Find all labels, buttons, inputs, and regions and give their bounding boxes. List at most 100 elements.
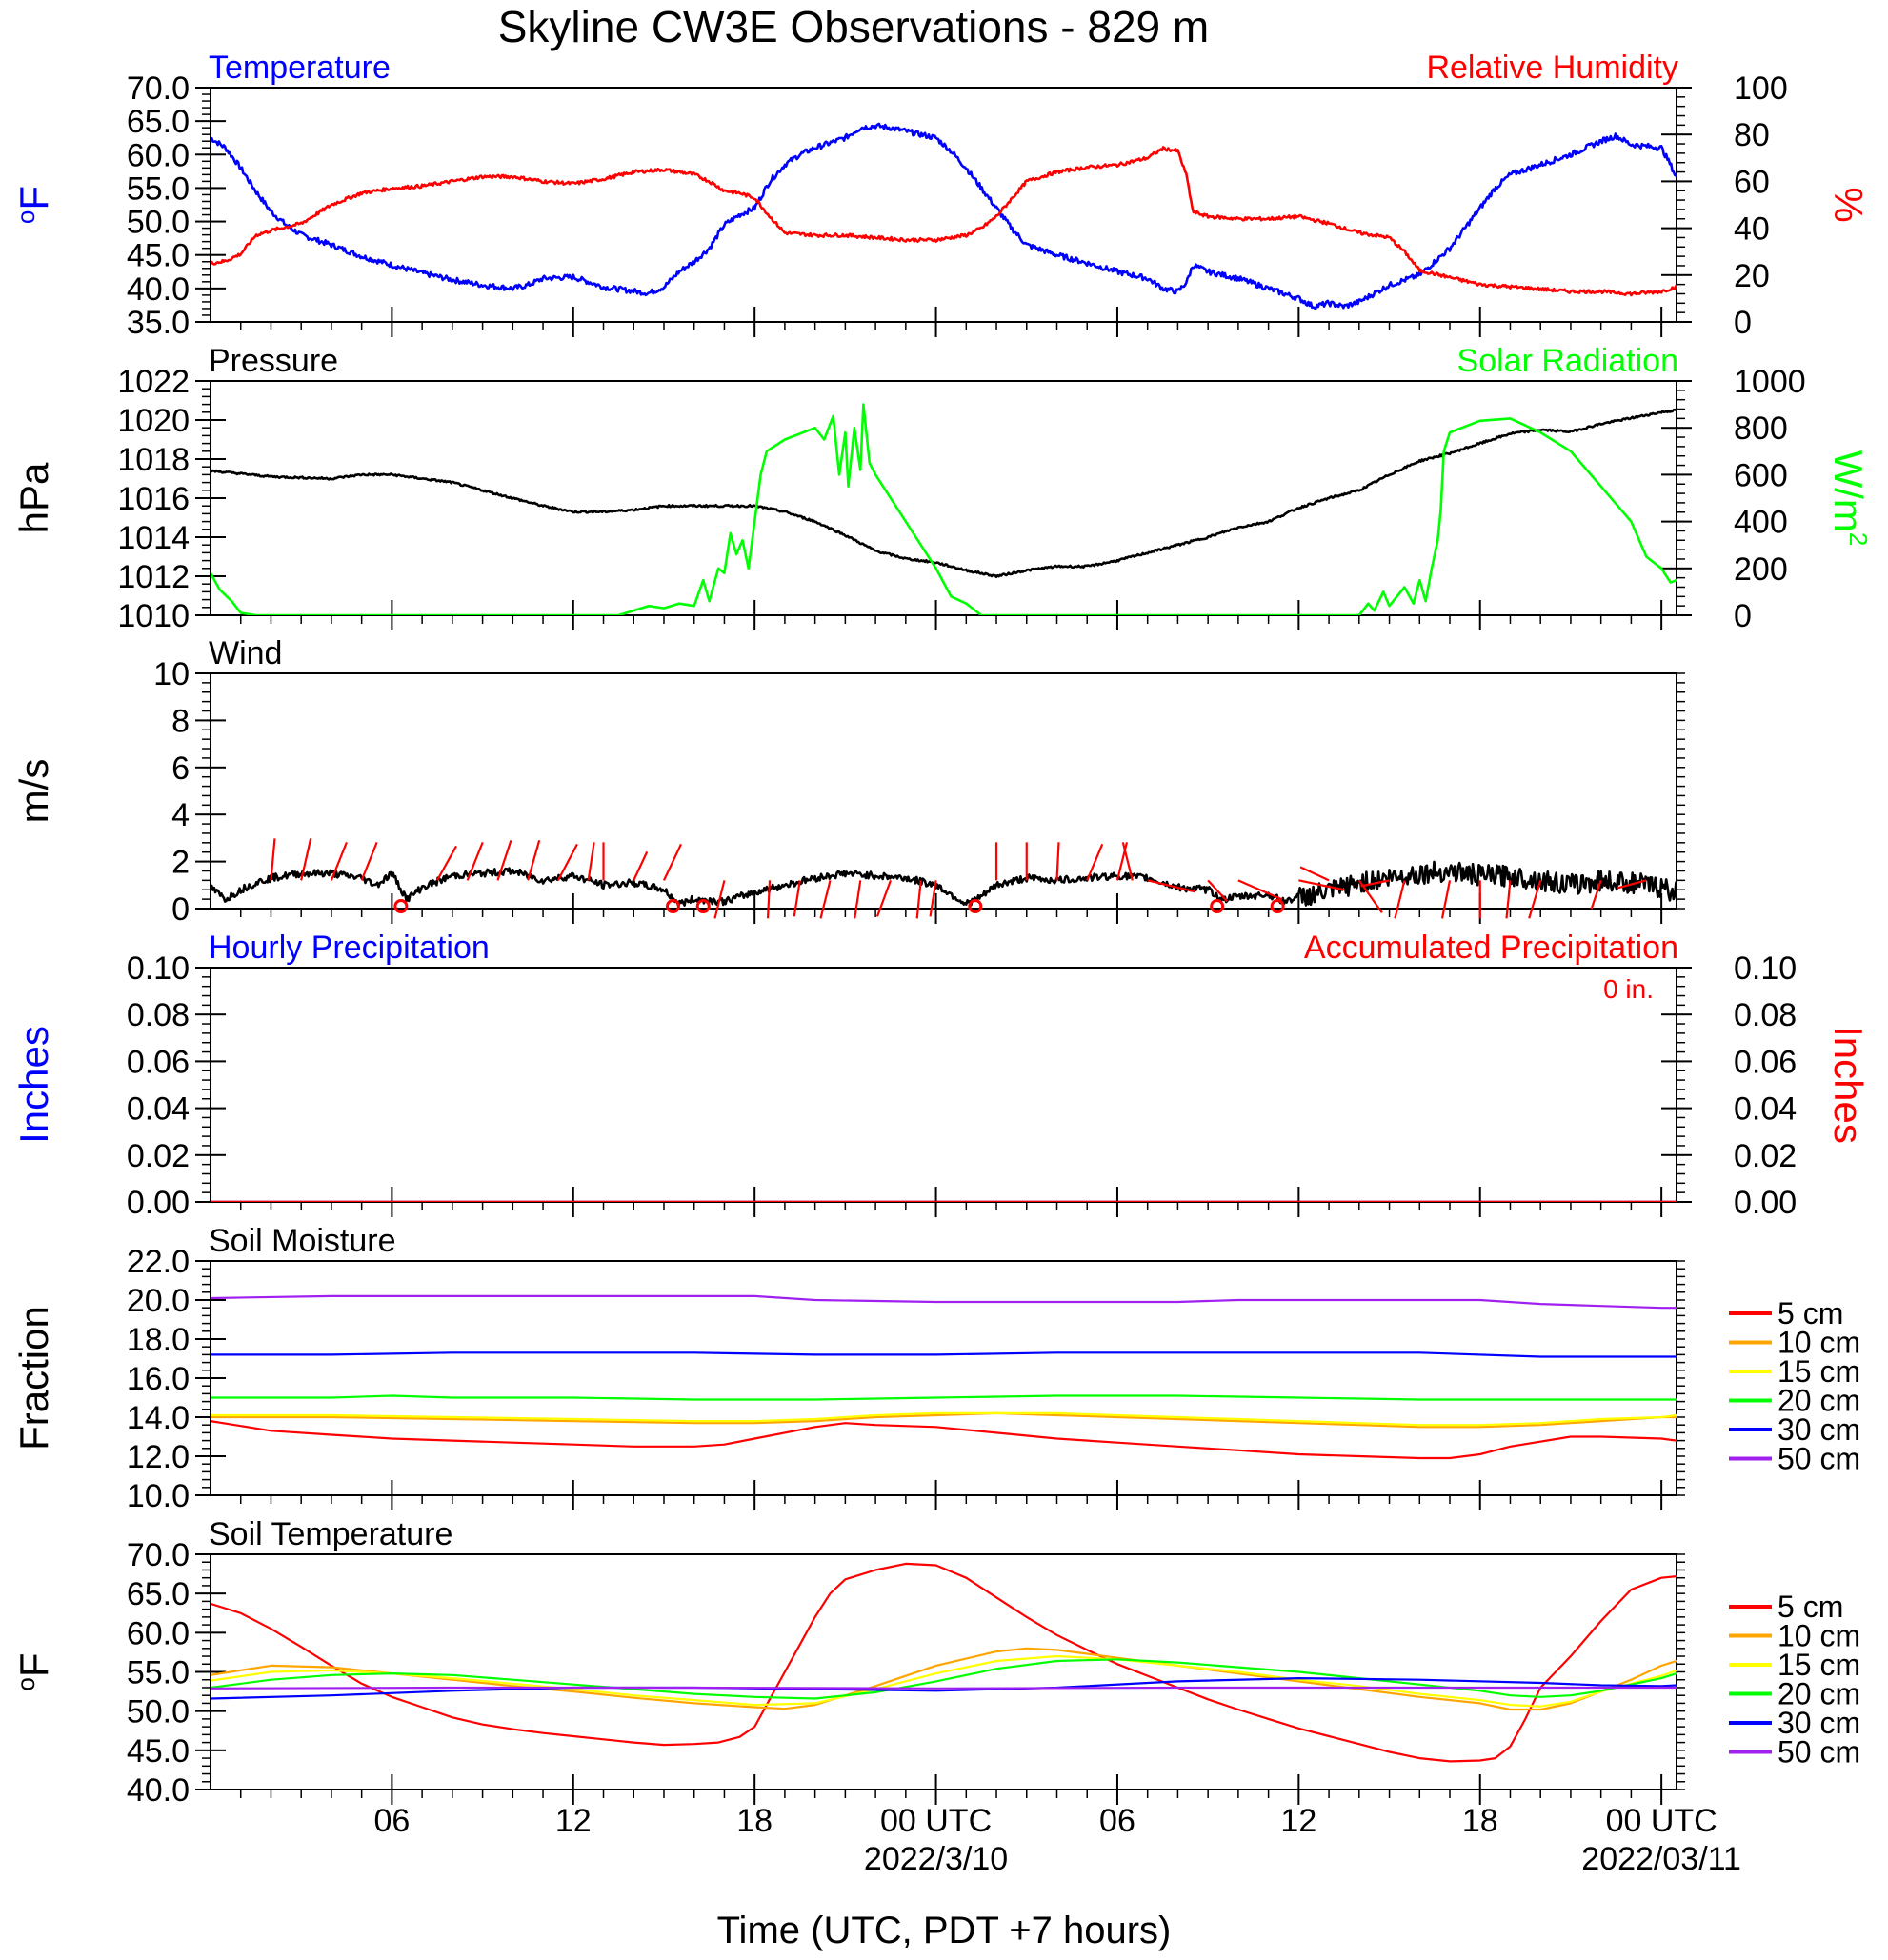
wind-barb <box>633 850 649 881</box>
soil-moisture-left-unit: Fraction <box>11 1306 56 1450</box>
soil-temperature-legend-label: 50 cm <box>1778 1735 1860 1770</box>
precip-left-tick-label: 0.10 <box>127 950 190 987</box>
wind-barb <box>1360 879 1390 888</box>
soil-temperature-left-tick-label: 65.0 <box>127 1576 190 1612</box>
temp-rh-right-tick-label: 40 <box>1734 211 1770 248</box>
temp-rh-frame <box>210 87 1677 323</box>
wind-barb <box>556 843 578 881</box>
precip-annotation: 0 in. <box>1603 974 1654 1004</box>
wind-barb <box>1207 879 1228 903</box>
soil-temperature-series-15-cm <box>211 1654 1677 1708</box>
soil-moisture-legend-label: 15 cm <box>1778 1354 1860 1389</box>
pressure-solar-left-tick-label: 1014 <box>117 520 190 556</box>
temp-rh-left-tick-label: 50.0 <box>127 205 190 241</box>
soil-temperature-left-title: Soil Temperature <box>209 1516 452 1552</box>
wind-barb <box>766 880 772 919</box>
wind-calm-marker <box>393 899 409 914</box>
pressure-solar-right-tick-label: 0 <box>1734 598 1752 634</box>
soil-temperature-left-tick-label: 70.0 <box>127 1537 190 1573</box>
panel-temp-rh: 35.040.045.050.055.060.065.070.0 0 20 40 60 8… <box>11 50 1871 341</box>
wind-barb <box>662 843 682 881</box>
temp-rh-right-unit: % <box>1826 187 1871 222</box>
soil-temperature-series-10-cm <box>211 1647 1677 1711</box>
temp-rh-left-tick-label: 55.0 <box>127 170 190 207</box>
wind-left-tick-label: 0 <box>171 891 190 928</box>
temp-rh-left-title: Temperature <box>209 50 391 86</box>
time-tick-label: 18 <box>736 1803 773 1839</box>
soil-moisture-legend-label: 10 cm <box>1778 1326 1860 1360</box>
soil-temperature-series-5-cm <box>211 1562 1677 1763</box>
wind-barb <box>1121 842 1134 881</box>
panels: 35.040.045.050.055.060.065.070.002040608… <box>11 50 1873 1809</box>
temp-rh-right-tick-label: 80 <box>1734 117 1770 153</box>
pressure-solar-left-tick-label: 1010 <box>117 598 190 634</box>
wind-left-unit: m/s <box>11 759 56 824</box>
pressure-solar-left-tick-label: 1020 <box>117 403 190 439</box>
soil-temperature-left-tick-label: 60.0 <box>127 1615 190 1651</box>
time-tick-label: 00 UTC <box>880 1803 992 1839</box>
temp-rh-left-tick-label: 65.0 <box>127 104 190 140</box>
panel-wind: 0 2 4 6 8 10 Wind m/s <box>11 635 1685 928</box>
time-date-label: 2022/3/10 <box>864 1841 1008 1877</box>
wind-barb <box>713 880 726 919</box>
pressure-solar-series-solar-radiation <box>211 403 1677 615</box>
temp-rh-left-tick-label: 60.0 <box>127 137 190 173</box>
wind-barb <box>300 838 312 881</box>
soil-moisture-left-tick-label: 20.0 <box>127 1283 190 1319</box>
soil-moisture-left-tick-label: 16.0 <box>127 1361 190 1397</box>
wind-series-wind-speed <box>211 860 1677 908</box>
wind-barb <box>1147 879 1195 893</box>
wind-barb <box>819 880 832 919</box>
wind-barb <box>1505 880 1512 919</box>
pressure-solar-left-unit: hPa <box>11 462 56 533</box>
wind-barb <box>1299 866 1330 882</box>
panel-soil-temperature: 40.045.050.055.0 60.065.070.0 Soil Tempera… <box>11 1516 1860 1809</box>
wind-barb <box>1394 880 1406 919</box>
precip-left-title: Hourly Precipitation <box>209 930 490 966</box>
soil-temperature-left-tick-label: 55.0 <box>127 1655 190 1691</box>
precip-right-tick-label: 0.00 <box>1734 1185 1797 1221</box>
wind-left-tick-label: 2 <box>171 845 190 881</box>
soil-moisture-left-title: Soil Moisture <box>209 1223 396 1259</box>
temp-rh-left-unit: oF <box>11 186 56 224</box>
temp-rh-series-relative-humidity <box>211 146 1677 297</box>
pressure-solar-right-title: Solar Radiation <box>1457 343 1678 379</box>
precip-left-tick-label: 0.02 <box>127 1138 190 1174</box>
wind-barb <box>360 841 378 881</box>
wind-barb <box>1086 843 1104 881</box>
temp-rh-right-tick-label: 60 <box>1734 164 1770 200</box>
pressure-solar-left-tick-label: 1012 <box>117 559 190 595</box>
pressure-solar-right-tick-label: 1000 <box>1734 364 1806 400</box>
wind-barb <box>915 880 922 919</box>
wind-barb <box>875 879 893 917</box>
wind-calm-marker <box>968 899 983 914</box>
precip-right-tick-label: 0.04 <box>1734 1091 1797 1128</box>
wind-barb <box>929 880 937 917</box>
soil-moisture-legend-label: 50 cm <box>1778 1442 1860 1476</box>
soil-moisture-left-tick-label: 14.0 <box>127 1400 190 1436</box>
time-tick-label: 12 <box>555 1803 592 1839</box>
precip-left-tick-label: 0.06 <box>127 1044 190 1080</box>
soil-moisture-left-tick-label: 22.0 <box>127 1244 190 1280</box>
wind-left-tick-label: 8 <box>171 703 190 739</box>
soil-temperature-series-20-cm <box>211 1658 1677 1700</box>
wind-left-tick-label: 4 <box>171 797 190 833</box>
pressure-solar-right-tick-label: 200 <box>1734 551 1788 588</box>
soil-moisture-legend-label: 5 cm <box>1778 1296 1843 1330</box>
panel-precip: 0.00 0.02 0.04 0.06 0.08 0.10 0.00 0.02 0.04 0.06… <box>11 930 1871 1221</box>
pressure-solar-left-tick-label: 1018 <box>117 442 190 478</box>
wind-frame <box>210 672 1677 910</box>
precip-left-unit: Inches <box>11 1026 56 1144</box>
wind-barb <box>1055 842 1060 881</box>
pressure-solar-right-tick-label: 600 <box>1734 457 1788 493</box>
wind-barb <box>1617 879 1647 890</box>
soil-temperature-legend-label: 5 cm <box>1778 1590 1843 1624</box>
panel-soil-moisture: 10.012.014.016.018.020.022.0 Soil Moistur… <box>11 1223 1860 1514</box>
precip-right-unit: Inches <box>1826 1026 1871 1144</box>
pressure-solar-right-tick-label: 400 <box>1734 505 1788 541</box>
soil-temperature-series-50-cm <box>211 1686 1677 1690</box>
